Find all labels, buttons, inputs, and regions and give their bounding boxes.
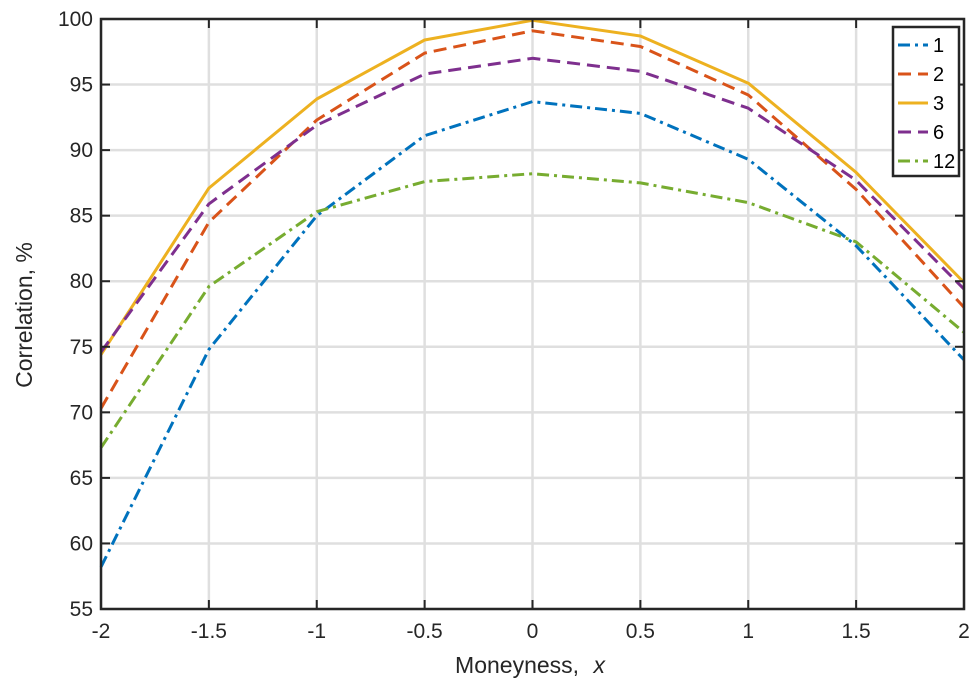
series-line-1 [99, 100, 966, 568]
x-tick-label: -1.5 [191, 620, 227, 643]
legend-label: 2 [933, 64, 944, 86]
x-tick-label: 0.5 [626, 620, 655, 643]
x-tick-label: 1 [742, 620, 754, 643]
series-line-6 [99, 56, 966, 353]
x-axis-title: Moneyness, x [455, 652, 606, 678]
y-tick-label: 70 [70, 401, 93, 424]
y-tick-label: 100 [58, 8, 93, 31]
x-tick-label: -1 [307, 620, 326, 643]
y-tick-label: 55 [70, 598, 93, 621]
y-tick-labels: 55 60 65 70 75 80 85 90 95 100 [58, 8, 93, 621]
legend-label: 6 [933, 122, 944, 144]
axis-ticks [100, 18, 965, 610]
x-axis-title-variable: x [592, 652, 606, 678]
y-tick-label: 80 [70, 270, 93, 293]
x-axis-title-text: Moneyness, [455, 652, 579, 678]
y-tick-label: 90 [70, 139, 93, 162]
x-tick-label: 2 [958, 620, 970, 643]
x-tick-label: -0.5 [407, 620, 443, 643]
y-tick-label: 85 [70, 205, 93, 228]
y-tick-label: 65 [70, 467, 93, 490]
x-tick-labels: -2 -1.5 -1 -0.5 0 0.5 1 1.5 2 [92, 620, 970, 643]
x-tick-label: -2 [92, 620, 111, 643]
grid-lines [99, 17, 966, 611]
legend-label: 1 [933, 35, 944, 57]
legend-label: 3 [933, 93, 944, 115]
legend-label: 12 [933, 151, 955, 173]
x-tick-label: 1.5 [842, 620, 871, 643]
y-tick-label: 60 [70, 532, 93, 555]
series-line-2 [99, 29, 966, 410]
x-tick-label: 0 [527, 620, 539, 643]
y-tick-label: 75 [70, 336, 93, 359]
y-tick-label: 95 [70, 74, 93, 97]
y-axis-title: Correlation, % [11, 242, 37, 388]
